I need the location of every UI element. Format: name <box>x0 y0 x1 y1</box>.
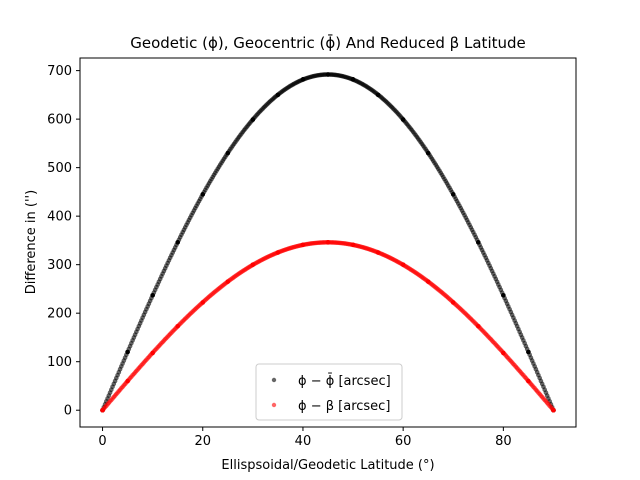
data-point <box>400 117 406 122</box>
data-point <box>450 192 456 197</box>
x-axis-ticks: 0 20 40 60 80 <box>98 427 512 449</box>
plot-area <box>79 57 577 428</box>
series-0 <box>100 72 556 413</box>
data-point <box>526 378 531 384</box>
legend: ϕ − ϕ̄ [arcsec] ϕ − β [arcsec] <box>255 363 403 421</box>
data-point <box>425 279 431 284</box>
legend-label-reduced: ϕ − β [arcsec] <box>298 399 390 414</box>
y-tick-label: 300 <box>47 258 72 273</box>
y-axis-label: Difference in ('') <box>24 190 39 294</box>
data-point <box>526 349 531 355</box>
x-tick-label: 0 <box>98 434 106 449</box>
chart-title: Geodetic (ϕ), Geocentric (ϕ̄) And Reduce… <box>130 33 526 52</box>
data-point <box>225 279 231 284</box>
data-point <box>501 350 506 356</box>
data-point <box>476 323 481 329</box>
data-point <box>501 292 506 298</box>
data-point <box>100 407 105 413</box>
series-1 <box>100 240 556 413</box>
data-point <box>450 300 456 305</box>
legend-label-geocentric: ϕ − ϕ̄ [arcsec] <box>298 374 391 389</box>
x-axis-label: Ellispsoidal/Geodetic Latitude (°) <box>221 458 434 473</box>
data-point <box>150 292 155 298</box>
data-point <box>275 92 281 98</box>
y-tick-label: 400 <box>47 210 72 225</box>
y-tick-label: 200 <box>47 307 72 322</box>
data-point <box>551 407 556 413</box>
data-point <box>300 77 306 82</box>
y-tick-label: 600 <box>47 113 72 128</box>
x-tick-label: 80 <box>495 434 512 449</box>
data-point <box>325 72 331 77</box>
data-point <box>175 323 180 329</box>
data-point <box>425 150 431 156</box>
data-point <box>250 117 256 122</box>
data-point <box>125 349 130 355</box>
y-tick-label: 0 <box>64 404 72 419</box>
data-point <box>375 250 381 255</box>
data-point <box>250 262 256 267</box>
y-tick-label: 100 <box>47 355 72 370</box>
data-point <box>325 240 331 245</box>
data-point <box>350 77 356 82</box>
legend-marker-reduced <box>271 402 277 408</box>
data-point <box>400 262 406 267</box>
data-point <box>200 192 206 197</box>
data-point <box>350 242 356 248</box>
x-tick-label: 60 <box>395 434 412 449</box>
data-point <box>200 300 206 305</box>
data-point <box>476 240 481 245</box>
axes-frame <box>79 57 577 428</box>
x-tick-label: 20 <box>194 434 211 449</box>
data-point <box>150 350 155 356</box>
y-tick-label: 500 <box>47 161 72 176</box>
data-point <box>175 240 180 245</box>
data-point <box>300 242 306 248</box>
x-tick-label: 40 <box>295 434 312 449</box>
legend-box <box>255 363 403 421</box>
y-tick-label: 700 <box>47 64 72 79</box>
legend-marker-geocentric <box>271 377 277 383</box>
data-point <box>225 150 231 156</box>
data-point <box>125 378 130 384</box>
series-layer <box>100 72 556 413</box>
data-point <box>275 250 281 255</box>
y-axis-ticks: 0 100 200 300 400 500 600 700 <box>47 64 80 419</box>
data-point <box>375 92 381 98</box>
